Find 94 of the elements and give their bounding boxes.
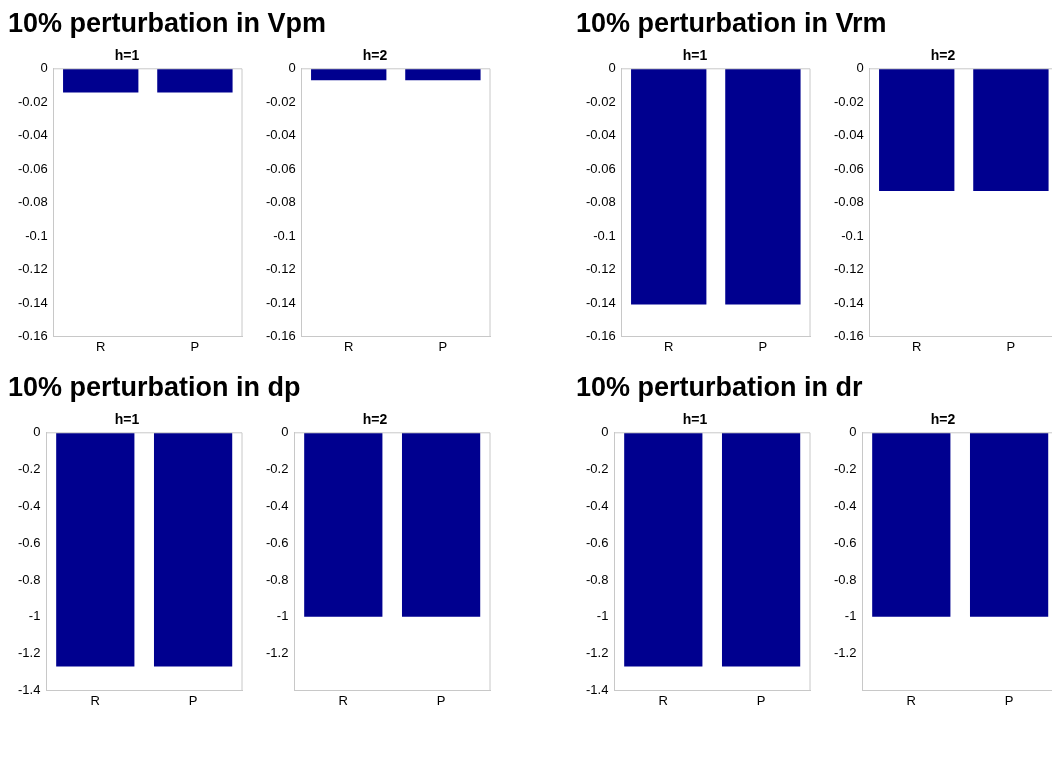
y-tick-label: -0.02 (265, 93, 296, 109)
y-tick-label: -0.6 (265, 534, 289, 550)
y-tick-label: -0.4 (585, 497, 609, 513)
x-tick-label: R (96, 338, 106, 354)
y-tick-label: -1 (844, 608, 857, 624)
x-tick-label: R (664, 338, 674, 354)
y-tick-label: -0.12 (833, 261, 864, 277)
y-tick-label: -0.02 (17, 93, 48, 109)
y-tick-label: -0.6 (833, 534, 857, 550)
y-tick-label: -0.04 (833, 127, 864, 143)
y-tick-label: -1.2 (265, 645, 289, 661)
y-tick-label: -0.1 (273, 227, 296, 243)
x-tick-label: R (338, 692, 348, 708)
y-tick-label: -0.4 (265, 497, 289, 513)
y-tick-label: -0.2 (833, 461, 857, 477)
chart-subtitle: h=1 (114, 411, 140, 428)
y-tick-label: -1 (276, 608, 289, 624)
y-tick-label: -0.04 (585, 127, 616, 143)
y-tick-label: -1.4 (585, 681, 609, 697)
y-tick-label: -0.06 (17, 160, 48, 176)
y-tick-label: -1 (596, 608, 609, 624)
chart-title: h=2 (930, 47, 956, 64)
y-tick-label: -0.16 (585, 327, 616, 343)
chart-subtitle: h=1 (114, 47, 140, 64)
x-tick-label: P (758, 338, 768, 354)
y-tick-label: -0.2 (265, 461, 289, 477)
y-tick-label: -0.12 (585, 261, 616, 277)
x-tick-label: P (756, 692, 766, 708)
y-tick-label: -0.08 (833, 194, 864, 210)
y-tick-label: -0.16 (265, 327, 296, 343)
y-tick-label: -0.6 (585, 534, 609, 550)
y-tick-label: -0.14 (585, 294, 616, 310)
y-tick-label: 0 (849, 424, 857, 440)
y-tick-label: -1.4 (17, 681, 41, 697)
y-tick-label: -0.06 (265, 160, 296, 176)
y-tick-label: -0.6 (17, 534, 41, 550)
y-tick-label: -0.14 (265, 294, 296, 310)
y-tick-label: 0 (601, 424, 609, 440)
chart-title: 10% perturbation in Vpm (8, 8, 328, 40)
y-tick-label: -0.06 (585, 160, 616, 176)
y-tick-label: -0.08 (265, 194, 296, 210)
y-tick-label: 0 (288, 60, 296, 76)
y-tick-label: -0.4 (833, 497, 857, 513)
y-tick-label: -1.2 (17, 645, 41, 661)
y-tick-label: -0.04 (17, 127, 48, 143)
y-tick-label: -0.14 (833, 294, 864, 310)
chart-subtitle: h=1 (682, 411, 708, 428)
x-tick-label: P (188, 692, 198, 708)
y-tick-label: -0.08 (17, 194, 48, 210)
y-tick-label: -0.1 (841, 227, 864, 243)
y-tick-label: -0.8 (265, 571, 289, 587)
y-tick-label: -0.1 (593, 227, 616, 243)
y-tick-label: -0.4 (17, 497, 41, 513)
y-tick-label: -0.8 (833, 571, 857, 587)
y-tick-label: -0.02 (833, 93, 864, 109)
y-tick-label: 0 (40, 60, 48, 76)
y-tick-label: -0.2 (17, 461, 41, 477)
x-tick-label: P (438, 338, 448, 354)
y-tick-label: -1.2 (833, 645, 857, 661)
chart-subtitle: h=1 (682, 47, 708, 64)
chart-title: 10% perturbation in Vrm (576, 8, 888, 40)
chart-title: h=2 (362, 411, 388, 428)
x-tick-label: R (912, 338, 922, 354)
chart-title: 10% perturbation in dr (576, 372, 864, 404)
y-tick-label: -0.2 (585, 461, 609, 477)
x-tick-label: P (436, 692, 446, 708)
y-tick-label: -0.08 (585, 194, 616, 210)
chart-title: h=2 (930, 411, 956, 428)
y-tick-label: -0.8 (585, 571, 609, 587)
chart-title: h=2 (362, 47, 388, 64)
x-tick-label: R (658, 692, 668, 708)
x-tick-label: P (1006, 338, 1016, 354)
y-tick-label: 0 (281, 424, 289, 440)
chart-title: 10% perturbation in dp (8, 372, 302, 404)
y-tick-label: 0 (33, 424, 41, 440)
y-tick-label: 0 (856, 60, 864, 76)
y-tick-label: -0.8 (17, 571, 41, 587)
y-tick-label: -0.12 (265, 261, 296, 277)
y-tick-label: -0.02 (585, 93, 616, 109)
y-tick-label: 0 (608, 60, 616, 76)
y-tick-label: -1 (28, 608, 41, 624)
y-tick-label: -0.16 (833, 327, 864, 343)
y-tick-label: -0.16 (17, 327, 48, 343)
y-tick-label: -0.12 (17, 261, 48, 277)
x-tick-label: R (344, 338, 354, 354)
x-tick-label: R (906, 692, 916, 708)
x-tick-label: P (190, 338, 200, 354)
y-tick-label: -0.04 (265, 127, 296, 143)
x-tick-label: P (1004, 692, 1014, 708)
y-tick-label: -1.2 (585, 645, 609, 661)
x-tick-label: R (90, 692, 100, 708)
y-tick-label: -0.14 (17, 294, 48, 310)
y-tick-label: -0.1 (25, 227, 48, 243)
y-tick-label: -0.06 (833, 160, 864, 176)
